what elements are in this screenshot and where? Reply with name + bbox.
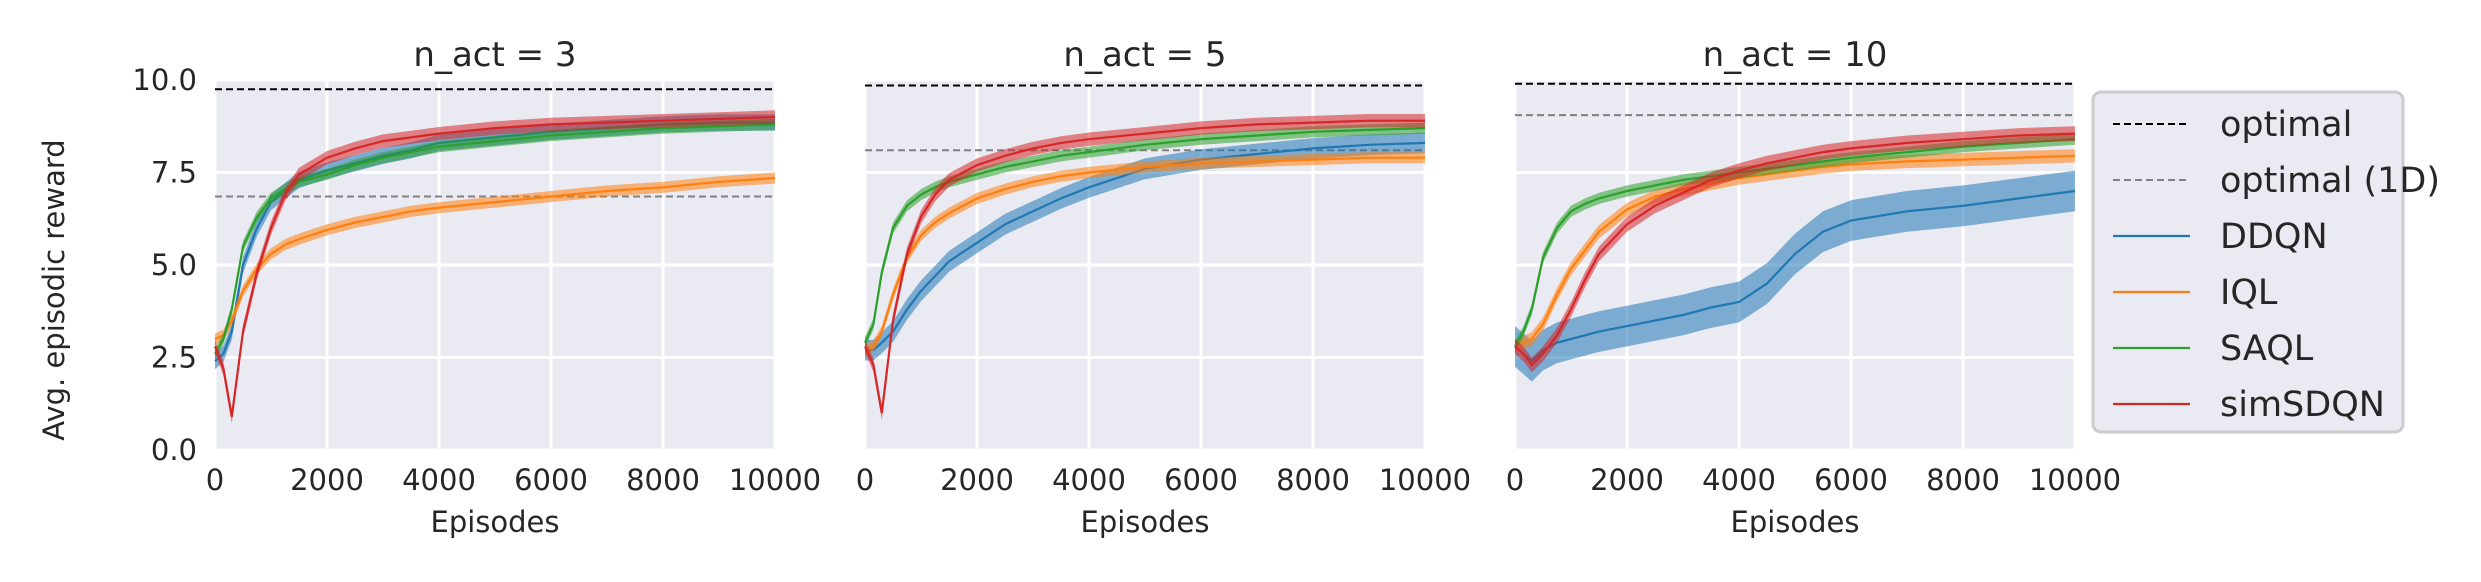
iql-line [864, 156, 1425, 352]
x-tick-label: 10000 [1379, 463, 1471, 497]
saql-band [1515, 133, 2075, 352]
ddqn-line [865, 141, 1426, 352]
x-tick-label: 0 [1506, 463, 1524, 497]
panel-title: n_act = 5 [1063, 35, 1226, 75]
iql-line [214, 177, 776, 341]
x-tick-label: 8000 [626, 463, 700, 497]
x-tick-label: 0 [856, 463, 874, 497]
x-tick-label: 10000 [2029, 463, 2121, 497]
y-tick-label: 2.5 [151, 341, 197, 375]
simsdqn-line [213, 115, 776, 417]
saql-line [1514, 138, 2076, 347]
x-tick-label: 6000 [1164, 463, 1238, 497]
x-tick-label: 2000 [940, 463, 1014, 497]
x-tick-label: 2000 [1590, 463, 1664, 497]
y-tick-label: 7.5 [151, 156, 197, 190]
legend-label-iql: IQL [2220, 273, 2278, 313]
x-tick-label: 6000 [1814, 463, 1888, 497]
x-axis-label: Episodes [431, 505, 560, 539]
saql-line [214, 123, 776, 355]
x-tick-label: 10000 [729, 463, 821, 497]
x-axis-label: Episodes [1731, 505, 1860, 539]
panel-3: 0 2000 4000 6000 8000 10000 n_act = 10 Episodes [1506, 35, 2121, 539]
x-tick-label: 4000 [402, 463, 476, 497]
panel-title: n_act = 10 [1703, 35, 1888, 75]
ddqn-band [865, 132, 1425, 361]
ddqn-band [1515, 170, 2075, 382]
legend-label-ddqn: DDQN [2220, 217, 2328, 257]
legend-label-saql: SAQL [2220, 329, 2314, 369]
legend-label-simsdqn: simSDQN [2220, 385, 2385, 425]
panel-2: 0 2000 4000 6000 8000 10000 n_act = 5 Episodes [856, 35, 1471, 539]
x-tick-label: 0 [206, 463, 224, 497]
saql-line [863, 127, 1426, 344]
y-axis-label: Avg. episodic reward [37, 139, 71, 440]
y-tick-label: 0.0 [151, 433, 197, 467]
legend-label-optimal-1d: optimal (1D) [2220, 161, 2440, 201]
x-axis-label: Episodes [1081, 505, 1210, 539]
panel-title: n_act = 3 [413, 35, 576, 75]
x-tick-label: 4000 [1052, 463, 1126, 497]
panel-1: 0 2000 4000 6000 8000 10000 0.0 2.5 5.0 7.5 10.0 n_… [132, 35, 821, 539]
legend-label-optimal: optimal [2220, 105, 2352, 145]
x-tick-label: 2000 [290, 463, 364, 497]
x-tick-label: 6000 [514, 463, 588, 497]
panels: 0 2000 4000 6000 8000 10000 0.0 2.5 5.0 7.5 10.0 n_… [132, 35, 2121, 539]
y-tick-label: 10.0 [132, 63, 197, 97]
simsdqn-line [1514, 132, 2076, 367]
y-tick-label: 5.0 [151, 248, 197, 282]
iql-band [215, 172, 775, 345]
x-tick-label: 4000 [1702, 463, 1776, 497]
simsdqn-line [863, 119, 1425, 414]
x-tick-label: 8000 [1926, 463, 2000, 497]
legend: optimal optimal (1D) DDQN IQL SAQL simSDQN [2091, 90, 2440, 434]
x-tick-label: 8000 [1276, 463, 1350, 497]
